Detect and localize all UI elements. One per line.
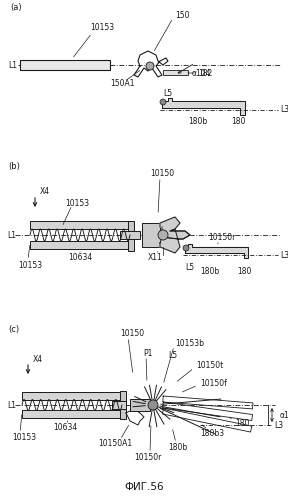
Circle shape <box>160 99 166 105</box>
Text: 10153: 10153 <box>65 198 89 207</box>
Text: 180: 180 <box>231 118 245 126</box>
Bar <box>30 241 130 249</box>
Bar <box>120 231 140 239</box>
Text: 10634: 10634 <box>68 252 92 262</box>
Text: 10150r: 10150r <box>208 232 236 241</box>
Text: 182: 182 <box>198 68 212 78</box>
Text: L3: L3 <box>274 420 283 430</box>
Circle shape <box>146 62 154 70</box>
Bar <box>112 401 126 409</box>
Circle shape <box>183 245 189 251</box>
Text: 180b: 180b <box>200 266 220 276</box>
Text: 10150t: 10150t <box>196 360 223 370</box>
Text: 10150: 10150 <box>120 328 144 338</box>
Text: X4: X4 <box>40 188 50 196</box>
Text: L1: L1 <box>7 230 16 239</box>
Bar <box>128 221 134 251</box>
Bar <box>142 223 160 247</box>
Text: 10153: 10153 <box>90 22 114 32</box>
Text: L1: L1 <box>8 60 17 70</box>
Bar <box>22 392 122 400</box>
Text: 10150f: 10150f <box>200 378 227 388</box>
Polygon shape <box>160 217 190 239</box>
Text: X11: X11 <box>148 252 162 262</box>
Text: 10150r: 10150r <box>134 452 162 462</box>
Text: α104: α104 <box>192 68 211 78</box>
Bar <box>130 399 150 411</box>
Text: 180b: 180b <box>168 442 187 452</box>
Polygon shape <box>162 98 245 115</box>
Text: P1: P1 <box>143 348 152 358</box>
Text: 10153: 10153 <box>12 432 36 442</box>
Text: (b): (b) <box>8 162 20 171</box>
Circle shape <box>148 400 158 410</box>
Bar <box>22 410 122 418</box>
Text: 150A1: 150A1 <box>110 78 134 88</box>
Polygon shape <box>185 244 248 258</box>
Text: 180: 180 <box>235 418 249 428</box>
Circle shape <box>158 230 168 240</box>
Text: 10150A1: 10150A1 <box>98 438 132 448</box>
Text: L3: L3 <box>280 106 288 114</box>
Bar <box>120 391 126 419</box>
Text: 180: 180 <box>237 266 251 276</box>
Text: L5: L5 <box>163 90 172 98</box>
Text: 10153b: 10153b <box>175 338 204 347</box>
Bar <box>30 221 130 229</box>
Text: 180b3: 180b3 <box>200 428 224 438</box>
Text: L5: L5 <box>185 262 194 272</box>
Text: ФИГ.56: ФИГ.56 <box>124 482 164 492</box>
Text: L1: L1 <box>7 400 16 409</box>
Text: 10634: 10634 <box>53 422 77 432</box>
Text: L3: L3 <box>280 250 288 260</box>
Text: 180b: 180b <box>188 118 208 126</box>
Text: L5: L5 <box>168 350 177 360</box>
Text: (a): (a) <box>10 3 22 12</box>
Text: α106: α106 <box>280 410 288 420</box>
Text: 10150: 10150 <box>150 168 174 177</box>
Text: 150: 150 <box>175 10 190 20</box>
Text: (c): (c) <box>8 325 19 334</box>
Bar <box>163 70 188 75</box>
Text: 10153: 10153 <box>18 260 42 270</box>
Text: X4: X4 <box>33 354 43 364</box>
Polygon shape <box>160 229 190 253</box>
Bar <box>20 60 110 70</box>
